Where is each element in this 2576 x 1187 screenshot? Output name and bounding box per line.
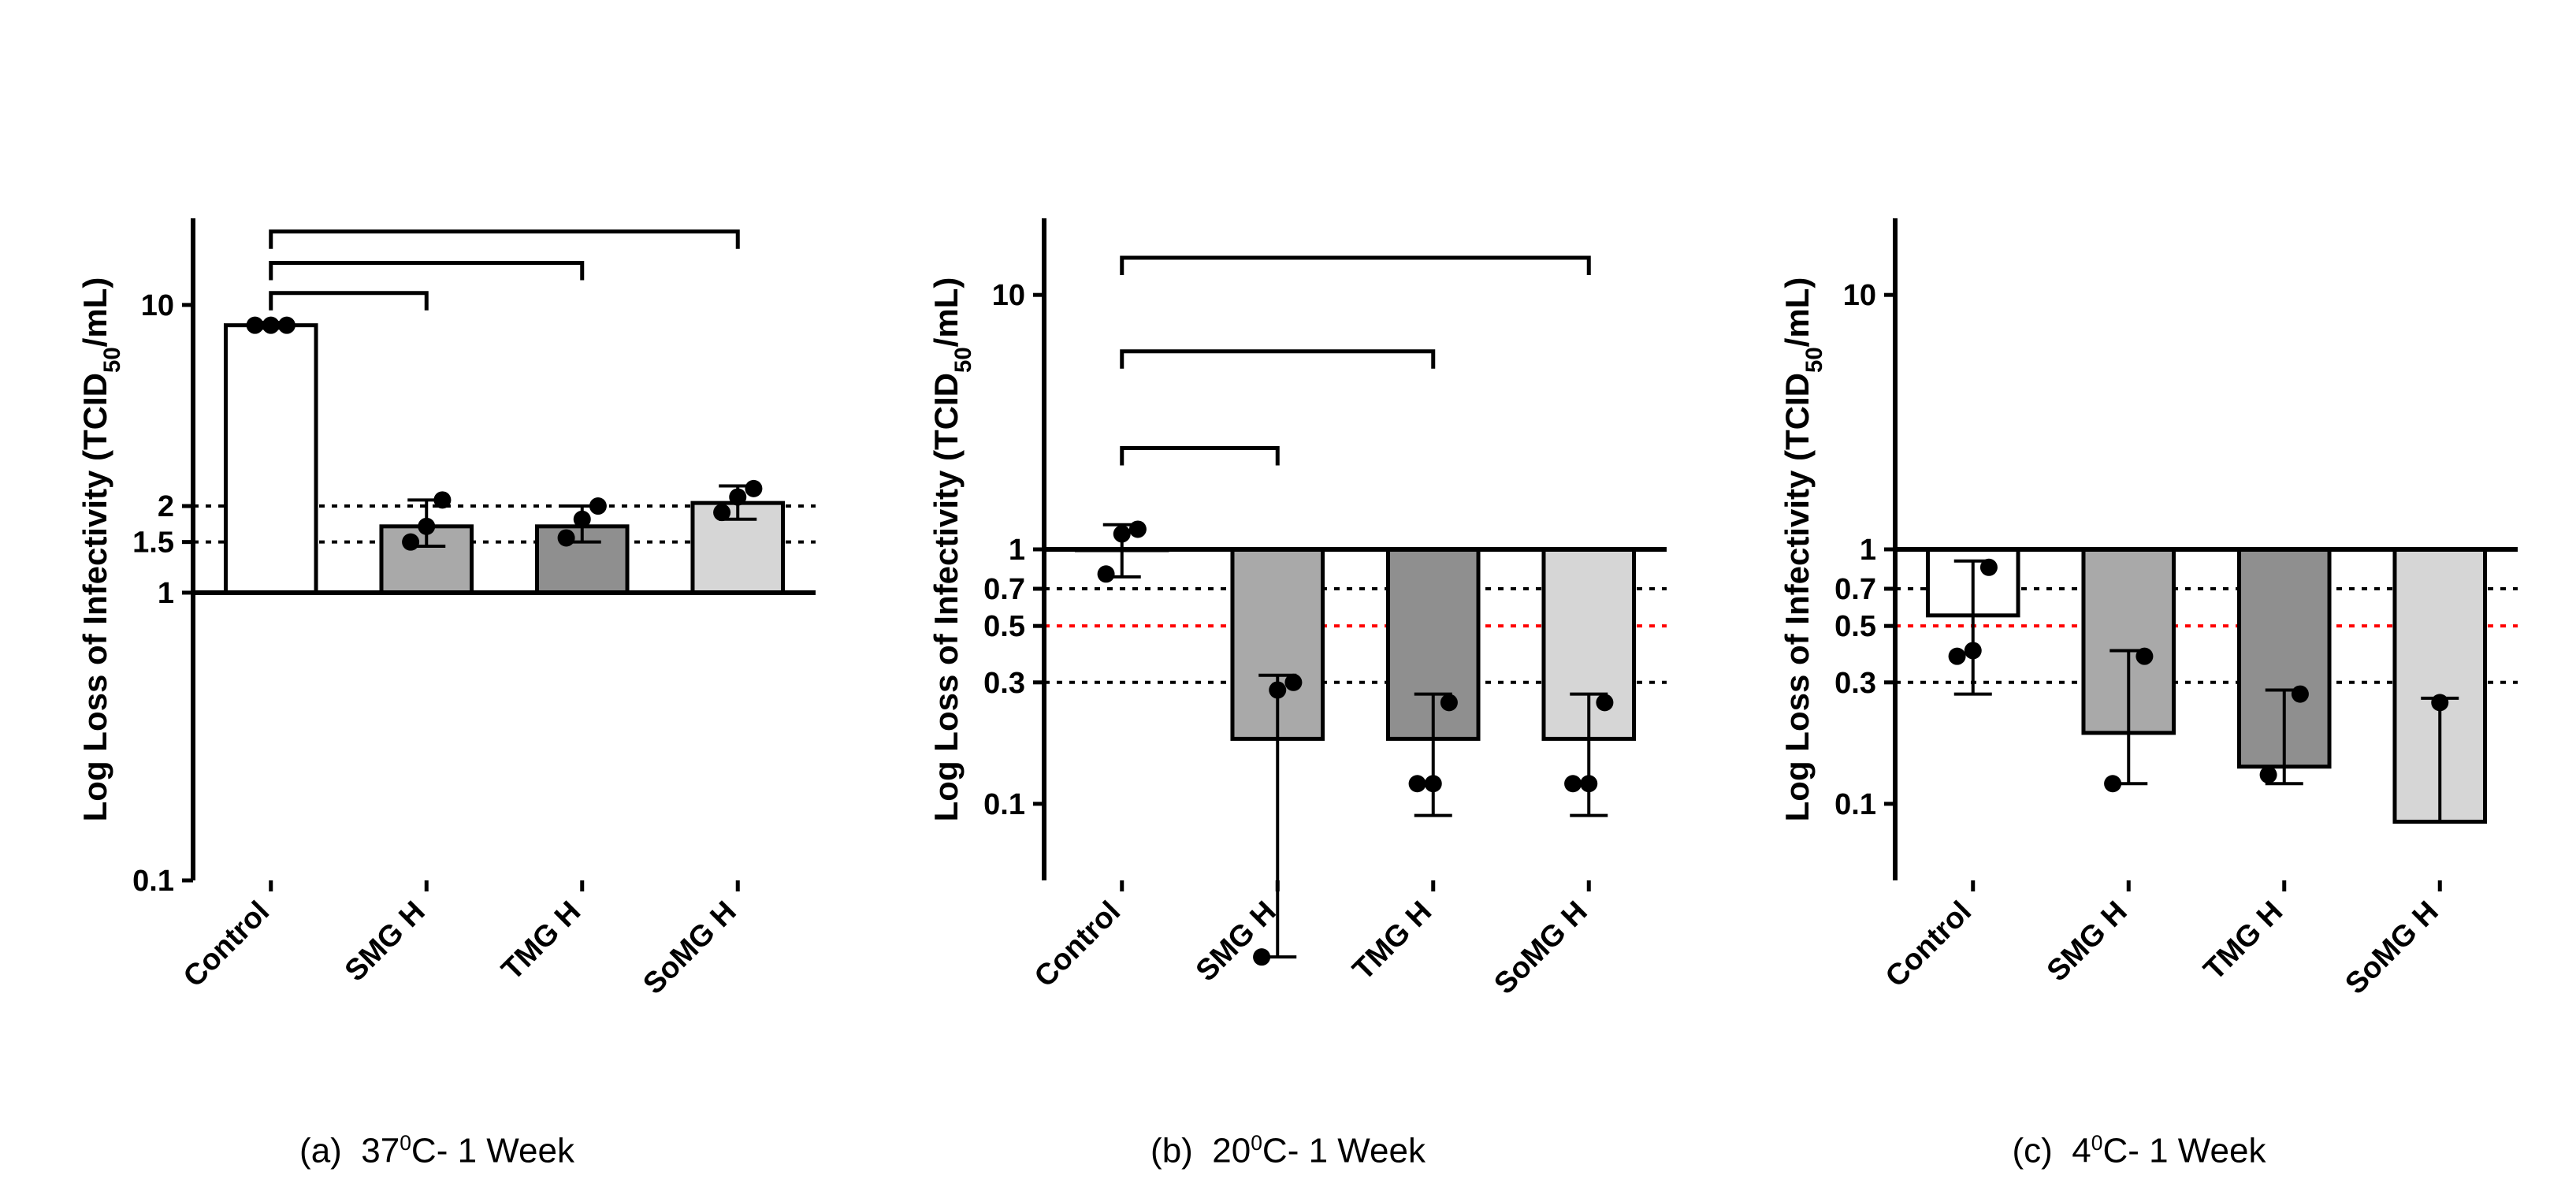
xtick-label: Control	[1028, 895, 1126, 994]
xtick-label: SMG H	[338, 895, 431, 988]
ytick-label: 0.1	[1834, 788, 1876, 821]
sig-bracket	[1121, 448, 1277, 466]
data-point	[1269, 682, 1286, 699]
ytick-label: 2	[157, 490, 173, 523]
ytick-label: 10	[1842, 280, 1875, 313]
data-point	[2259, 766, 2277, 783]
data-point	[557, 530, 574, 547]
panel-a: 0.1 1 1.5 2 10 Control SMG H TMG H SoMG H Log Los…	[35, 171, 839, 1171]
data-point	[1424, 776, 1441, 793]
ytick-label: 0.7	[1834, 573, 1876, 606]
xtick-label: TMG H	[1346, 895, 1437, 987]
sig-bracket	[270, 263, 582, 281]
data-point	[1128, 521, 1146, 538]
data-point	[589, 497, 606, 515]
xtick-label: TMG H	[495, 895, 586, 987]
chart-b: 0.1 0.3 0.5 0.7 1 10 Control SMG H TMG H SoMG H Lo…	[887, 171, 1690, 1117]
data-point	[418, 518, 435, 535]
xtick-label: SMG H	[1189, 895, 1282, 988]
ytick-label: 0.7	[983, 573, 1025, 606]
ytick-label: 1.5	[132, 527, 174, 560]
data-point	[1253, 949, 1270, 966]
data-point	[2104, 776, 2121, 793]
data-point	[1564, 776, 1582, 793]
data-point	[1964, 642, 1981, 660]
chart-a: 0.1 1 1.5 2 10 Control SMG H TMG H SoMG H Log Los…	[35, 171, 839, 1117]
data-point	[1097, 566, 1114, 583]
data-point	[246, 317, 263, 334]
y-axis-label: Log Loss of Infectivity (TCID50/mL)	[76, 277, 125, 822]
data-point	[2291, 686, 2308, 703]
y-axis-label: Log Loss of Infectivity (TCID50/mL)	[927, 277, 976, 822]
ytick-label: 0.1	[132, 865, 174, 898]
xtick-label: SoMG H	[1488, 895, 1593, 1001]
sig-bracket	[1121, 258, 1589, 275]
sig-bracket	[270, 232, 738, 249]
data-point	[433, 492, 451, 509]
sig-bracket	[1121, 352, 1433, 369]
ytick-label: 1	[157, 577, 173, 610]
sig-bracket	[270, 293, 426, 311]
data-point	[729, 489, 746, 506]
data-point	[277, 317, 295, 334]
ytick-label: 0.3	[983, 667, 1025, 700]
data-point	[1113, 526, 1130, 543]
ytick-label: 0.1	[983, 788, 1025, 821]
data-point	[262, 317, 279, 334]
xtick-label: Control	[1879, 895, 1977, 994]
chart-c: 0.1 0.3 0.5 0.7 1 10 Control SMG H TMG H SoMG H Lo…	[1738, 171, 2541, 1117]
xtick-label: SMG H	[2040, 895, 2133, 988]
panel-b: 0.1 0.3 0.5 0.7 1 10 Control SMG H TMG H SoMG H Lo…	[887, 171, 1690, 1171]
data-point	[1948, 648, 1965, 665]
data-point	[573, 511, 590, 528]
ytick-label: 0.3	[1834, 667, 1876, 700]
bar	[225, 326, 316, 593]
data-point	[402, 534, 419, 551]
y-axis-label: Log Loss of Infectivity (TCID50/mL)	[1779, 277, 1827, 822]
data-point	[2136, 648, 2153, 665]
panel-caption: (b) 200C- 1 Week	[1150, 1131, 1426, 1171]
data-point	[2431, 694, 2448, 712]
panel-caption: (a) 370C- 1 Week	[299, 1131, 574, 1171]
ytick-label: 10	[991, 280, 1024, 313]
xtick-label: Control	[177, 895, 275, 994]
ytick-label: 1	[1008, 534, 1024, 567]
data-point	[1596, 694, 1613, 712]
ytick-label: 10	[140, 289, 173, 322]
data-point	[745, 480, 762, 497]
ytick-label: 0.5	[1834, 611, 1876, 644]
data-point	[1408, 776, 1426, 793]
data-point	[1284, 674, 1302, 691]
xtick-label: SoMG H	[2339, 895, 2444, 1001]
panel-caption: (c) 40C- 1 Week	[2013, 1131, 2266, 1171]
ytick-label: 0.5	[983, 611, 1025, 644]
data-point	[713, 504, 730, 522]
xtick-label: TMG H	[2197, 895, 2288, 987]
data-point	[1979, 559, 1997, 576]
panel-c: 0.1 0.3 0.5 0.7 1 10 Control SMG H TMG H SoMG H Lo…	[1738, 171, 2541, 1171]
figure: 0.1 1 1.5 2 10 Control SMG H TMG H SoMG H Log Los…	[0, 0, 2576, 1187]
data-point	[1580, 776, 1597, 793]
ytick-label: 1	[1859, 534, 1875, 567]
data-point	[1440, 694, 1457, 712]
xtick-label: SoMG H	[637, 895, 742, 1001]
